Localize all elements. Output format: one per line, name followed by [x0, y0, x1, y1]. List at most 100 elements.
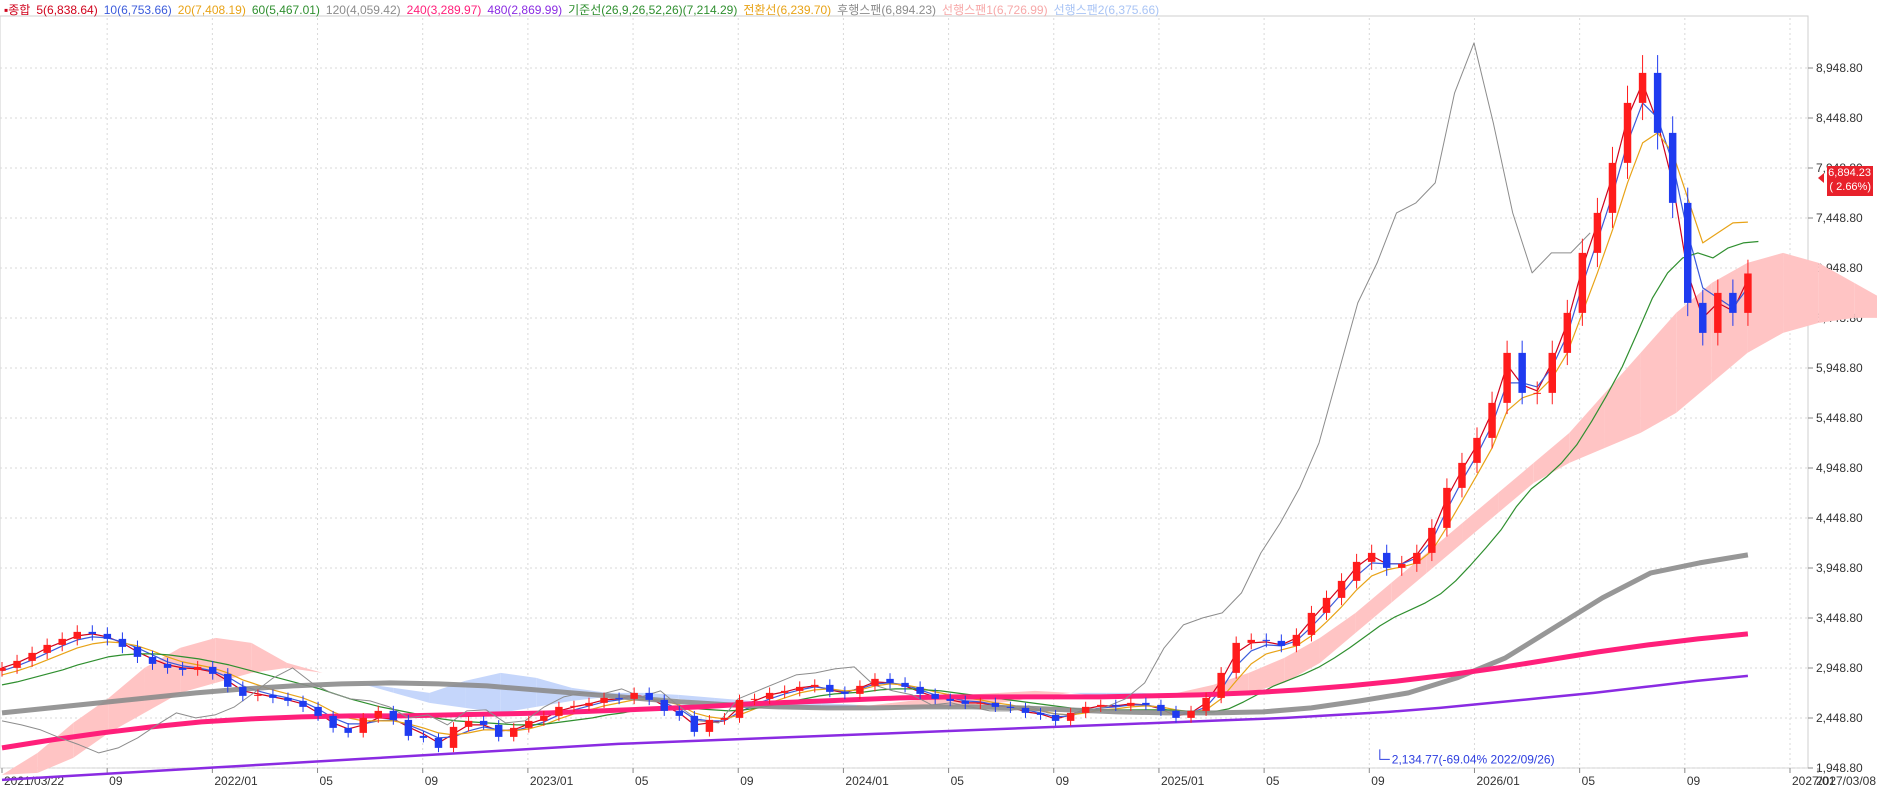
candle-body	[494, 724, 503, 737]
cloud-segment	[1854, 282, 1877, 318]
candle-body	[1608, 162, 1617, 213]
candle-body	[479, 720, 488, 725]
candle-body	[856, 685, 864, 694]
candle-body	[1277, 640, 1286, 646]
cloud-segment	[1284, 637, 1320, 683]
candle-body	[1533, 392, 1541, 394]
legend-item-3[interactable]: 20(7,408.19)	[177, 3, 246, 17]
candle-body	[645, 692, 653, 700]
x-tick-label: 2026/01	[1476, 774, 1520, 788]
x-tick-label: 05	[951, 774, 965, 788]
candle-body	[615, 697, 623, 699]
candle-body	[1262, 639, 1271, 641]
candle-body	[510, 727, 518, 737]
legend-item-10[interactable]: 후행스팬(6,894.23)	[837, 3, 937, 17]
x-tick-label: 2027/01	[1792, 774, 1836, 788]
candle-body	[630, 692, 638, 699]
legend-item-0[interactable]: ▪종합	[4, 3, 31, 17]
candle-body	[735, 699, 744, 718]
x-tick-label: 2023/01	[530, 774, 574, 788]
candle-body	[254, 694, 262, 696]
cloud-segment	[429, 680, 466, 708]
cloud-segment	[1070, 692, 1107, 697]
x-tick-label: 09	[109, 774, 123, 788]
current-price-tag: 6,894.23 ( 2.66%)	[1827, 166, 1873, 196]
candle-body	[931, 693, 939, 699]
y-tick-label: 5,948.80	[1816, 361, 1863, 375]
candle-body	[43, 644, 51, 653]
legend-item-8[interactable]: 기준선(26,9,26,52,26)(7,214.29)	[568, 3, 738, 17]
y-tick-label: 5,448.80	[1816, 411, 1863, 425]
candle-body	[1081, 706, 1090, 713]
cloud-segment	[1604, 352, 1641, 448]
candle-body	[841, 691, 849, 694]
legend-item-5[interactable]: 120(4,059.42)	[325, 3, 401, 17]
candle-body	[1398, 563, 1406, 568]
candle-body	[585, 702, 593, 706]
candle-body	[1112, 704, 1120, 706]
candle-body	[600, 697, 608, 703]
current-price-arrow	[1818, 173, 1824, 183]
candle-body	[1623, 102, 1632, 163]
candle-body	[1744, 273, 1752, 313]
legend-item-12[interactable]: 선행스팬2(6,375.66)	[1053, 3, 1160, 17]
cloud-segment	[251, 642, 287, 673]
candle-body	[690, 715, 699, 732]
candle-body	[720, 717, 729, 720]
legend-item-7[interactable]: 480(2,869.99)	[487, 3, 563, 17]
x-tick-label: 09	[1687, 774, 1701, 788]
x-tick-label: 2024/01	[845, 774, 889, 788]
cloud-segment	[1462, 492, 1499, 543]
legend-item-4[interactable]: 60(5,467.01)	[251, 3, 320, 17]
y-tick-label: 3,448.80	[1816, 611, 1863, 625]
candle-body	[58, 638, 66, 645]
x-tick-label: 05	[320, 774, 334, 788]
candle-body	[1578, 252, 1587, 313]
legend-item-9[interactable]: 전환선(6,239.70)	[743, 3, 832, 17]
legend-item-11[interactable]: 선행스팬1(6,726.99)	[942, 3, 1048, 17]
candle-body	[1172, 710, 1180, 718]
candle-body	[73, 631, 81, 639]
candle-body	[976, 702, 985, 704]
cloud-segment	[1355, 582, 1392, 633]
candle-body	[389, 710, 398, 720]
cloud-segment	[393, 687, 430, 703]
candle-body	[1518, 352, 1526, 393]
legend-item-6[interactable]: 240(3,289.97)	[406, 3, 482, 17]
candle-body	[1382, 552, 1391, 568]
candle-body	[359, 717, 367, 733]
cloud-segment	[500, 672, 537, 713]
candle-body	[449, 726, 458, 748]
candle-body	[540, 715, 548, 721]
cloud-segment	[73, 697, 109, 758]
candle-body	[555, 706, 563, 716]
candle-body	[1187, 710, 1195, 718]
candle-body	[1473, 437, 1481, 463]
candle-body	[780, 690, 789, 693]
y-tick-label: 1,948.80	[1816, 761, 1863, 775]
candle-body	[660, 699, 668, 711]
legend-item-1[interactable]: 5(6,838.64)	[36, 3, 98, 17]
candle-body	[239, 686, 247, 696]
candle-body	[1563, 312, 1572, 353]
candle-body	[1352, 561, 1361, 581]
candle-body	[1638, 72, 1647, 103]
x-tick-label: 2025/01	[1161, 774, 1205, 788]
candle-body	[525, 720, 533, 728]
cloud-segment	[1391, 552, 1427, 603]
x-tick-label: 09	[1371, 774, 1385, 788]
candle-body	[13, 660, 21, 668]
candle-body	[1292, 634, 1301, 646]
y-tick-label: 2,948.80	[1816, 661, 1863, 675]
x-tick-label: 09	[425, 774, 439, 788]
candle-body	[1006, 706, 1015, 708]
candle-body	[1458, 462, 1466, 488]
candle-body	[0, 667, 6, 671]
legend-item-2[interactable]: 10(6,753.66)	[103, 3, 172, 17]
candle-body	[1036, 712, 1045, 715]
candle-body	[1699, 302, 1707, 333]
candle-body	[329, 715, 337, 728]
candle-body	[765, 692, 774, 699]
